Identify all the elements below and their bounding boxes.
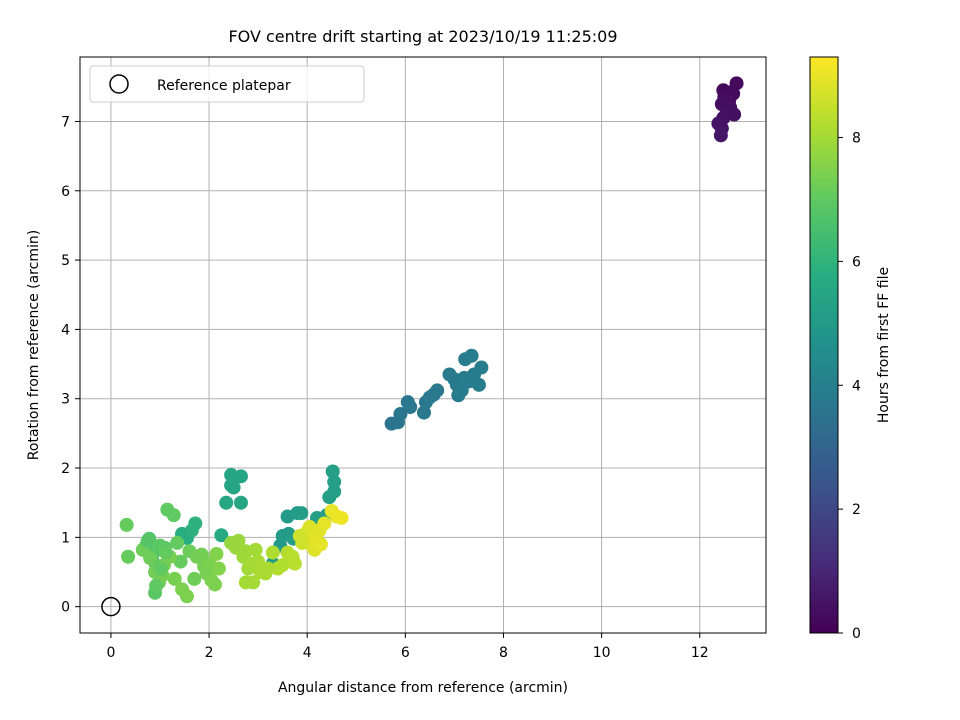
data-point bbox=[727, 107, 742, 122]
y-tick-label: 0 bbox=[61, 600, 70, 616]
colorbar-ticks: 0 2 4 6 8 bbox=[838, 131, 861, 642]
data-point bbox=[233, 469, 248, 484]
x-tick-label: 4 bbox=[303, 645, 312, 661]
data-point bbox=[313, 537, 328, 552]
x-tick-label: 2 bbox=[205, 645, 214, 661]
data-point bbox=[471, 377, 486, 392]
data-point bbox=[219, 495, 234, 510]
x-tick-label: 10 bbox=[593, 645, 611, 661]
data-point bbox=[158, 545, 173, 560]
data-point bbox=[209, 546, 224, 561]
data-point bbox=[393, 406, 408, 421]
colorbar-tick-label: 4 bbox=[852, 378, 861, 394]
colorbar-tick-label: 6 bbox=[852, 254, 861, 270]
colorbar bbox=[809, 56, 839, 634]
data-point bbox=[403, 400, 418, 415]
colorbar-tick-label: 2 bbox=[852, 502, 861, 518]
data-point bbox=[317, 516, 332, 531]
colorbar-label: Hours from first FF file bbox=[876, 267, 892, 423]
colorbar-tick-label: 0 bbox=[852, 626, 861, 642]
data-point bbox=[211, 561, 226, 576]
data-point bbox=[295, 535, 310, 550]
data-point bbox=[713, 128, 728, 143]
legend: Reference platepar bbox=[89, 65, 365, 103]
data-point bbox=[214, 528, 229, 543]
x-tick-label: 6 bbox=[401, 645, 410, 661]
data-point bbox=[327, 474, 342, 489]
data-point bbox=[287, 556, 302, 571]
data-point bbox=[334, 510, 349, 525]
data-point bbox=[464, 348, 479, 363]
data-point bbox=[153, 561, 168, 576]
x-tick-label: 12 bbox=[691, 645, 709, 661]
grid bbox=[80, 57, 766, 633]
legend-marker bbox=[109, 74, 129, 94]
y-tick-label: 5 bbox=[61, 253, 70, 269]
data-point bbox=[188, 516, 203, 531]
y-tick-label: 1 bbox=[61, 530, 70, 546]
y-tick-label: 7 bbox=[61, 114, 70, 130]
data-point bbox=[149, 578, 164, 593]
data-point bbox=[260, 561, 275, 576]
x-axis-label: Angular distance from reference (arcmin) bbox=[278, 680, 568, 696]
data-point bbox=[474, 360, 489, 375]
data-points bbox=[119, 76, 744, 604]
data-point bbox=[231, 533, 246, 548]
data-point bbox=[167, 571, 182, 586]
data-point bbox=[327, 484, 342, 499]
data-point bbox=[265, 545, 280, 560]
y-tick-label: 3 bbox=[61, 392, 70, 408]
data-point bbox=[140, 533, 155, 548]
data-point bbox=[207, 577, 222, 592]
data-point bbox=[430, 383, 445, 398]
y-axis-label: Rotation from reference (arcmin) bbox=[26, 230, 42, 460]
y-tick-label: 4 bbox=[61, 322, 70, 338]
data-point bbox=[143, 551, 158, 566]
x-tick-label: 8 bbox=[499, 645, 508, 661]
y-tick-label: 6 bbox=[61, 184, 70, 200]
x-tick-label: 0 bbox=[106, 645, 115, 661]
data-point bbox=[416, 405, 431, 420]
data-point bbox=[187, 571, 202, 586]
data-point bbox=[170, 535, 185, 550]
data-point bbox=[119, 517, 134, 532]
data-point bbox=[173, 554, 188, 569]
data-point bbox=[248, 542, 263, 557]
data-point bbox=[233, 495, 248, 510]
y-axis-ticks: 0 1 2 3 4 5 6 7 bbox=[61, 114, 80, 616]
data-point bbox=[238, 575, 253, 590]
chart-title: FOV centre drift starting at 2023/10/19 … bbox=[228, 27, 617, 46]
data-point bbox=[224, 478, 239, 493]
data-point bbox=[166, 508, 181, 523]
data-point bbox=[325, 464, 340, 479]
data-point bbox=[179, 589, 194, 604]
data-point bbox=[275, 558, 290, 573]
legend-entry: Reference platepar bbox=[157, 78, 291, 94]
data-point bbox=[294, 506, 309, 521]
x-axis-ticks: 0 2 4 6 8 10 12 bbox=[106, 633, 709, 661]
y-tick-label: 2 bbox=[61, 461, 70, 477]
colorbar-tick-label: 8 bbox=[852, 131, 861, 147]
reference-point bbox=[101, 596, 121, 617]
plot-frame bbox=[79, 56, 767, 634]
legend-box bbox=[89, 65, 365, 103]
data-point bbox=[121, 549, 136, 564]
